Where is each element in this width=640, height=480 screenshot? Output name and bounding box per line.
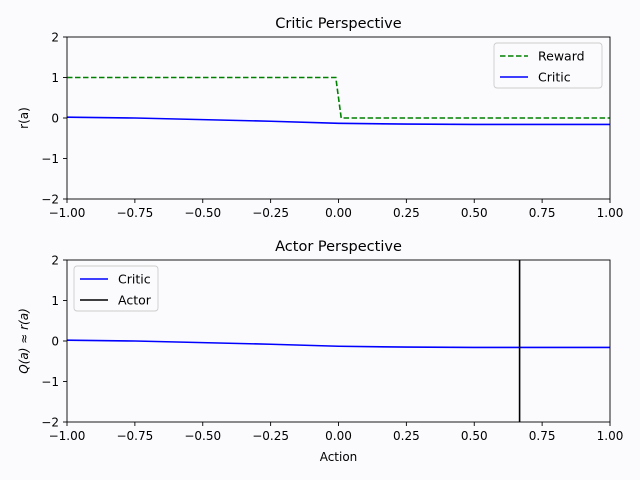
chart-title: Actor Perspective [275, 239, 402, 255]
x-tick-label: 0.75 [529, 206, 556, 220]
y-tick-label: −1 [41, 375, 59, 389]
x-tick-label: −0.25 [252, 206, 289, 220]
x-tick-label: 1.00 [597, 429, 624, 443]
y-tick-label: 1 [51, 71, 59, 85]
x-axis-label: Action [320, 450, 358, 464]
y-tick-label: 1 [51, 294, 59, 308]
legend-label-critic: Critic [118, 272, 151, 287]
x-tick-label: −0.50 [184, 206, 221, 220]
chart-panel-1: −1.00 −0.75 −0.50 −0.25 0.00 0.25 0.50 0.75 1.00… [17, 16, 623, 220]
y-axis-label: r(a) [17, 107, 31, 129]
chart-title: Critic Perspective [275, 16, 401, 32]
x-tick-label: −0.25 [252, 429, 289, 443]
x-tick-label: −0.75 [116, 429, 153, 443]
y-tick-label: 0 [51, 335, 59, 349]
x-tick-label: 0.00 [325, 429, 352, 443]
y-tick-label: −1 [41, 152, 59, 166]
y-tick-label: −2 [41, 193, 59, 207]
y-tick-label: 2 [51, 31, 59, 45]
x-tick-label: 0.25 [393, 429, 420, 443]
x-tick-label: 0.75 [529, 429, 556, 443]
y-axis-label: Q(a) ≈ r(a) [17, 308, 31, 374]
legend: Critic Actor [73, 265, 159, 312]
legend-label-reward: Reward [538, 49, 585, 64]
x-tick-label: −0.75 [116, 206, 153, 220]
series-critic-line [66, 116, 610, 126]
x-tick-label: −0.50 [184, 429, 221, 443]
y-tick-label: 2 [51, 254, 59, 268]
legend-label-critic: Critic [538, 70, 571, 85]
x-tick-label: −1.00 [49, 206, 86, 220]
legend-label-actor: Actor [118, 293, 152, 308]
y-tick-label: −2 [41, 416, 59, 430]
x-tick-label: 0.50 [461, 429, 488, 443]
legend: Reward Critic [493, 42, 603, 89]
chart-panel-2: −1.00 −0.75 −0.50 −0.25 0.00 0.25 0.50 0.75 1.00… [17, 239, 623, 464]
x-tick-label: 0.00 [325, 206, 352, 220]
x-tick-label: 0.25 [393, 206, 420, 220]
x-tick-label: 1.00 [597, 206, 624, 220]
series-reward-line [67, 76, 610, 119]
x-tick-label: 0.50 [461, 206, 488, 220]
x-tick-label: −1.00 [49, 429, 86, 443]
y-tick-label: 0 [51, 112, 59, 126]
